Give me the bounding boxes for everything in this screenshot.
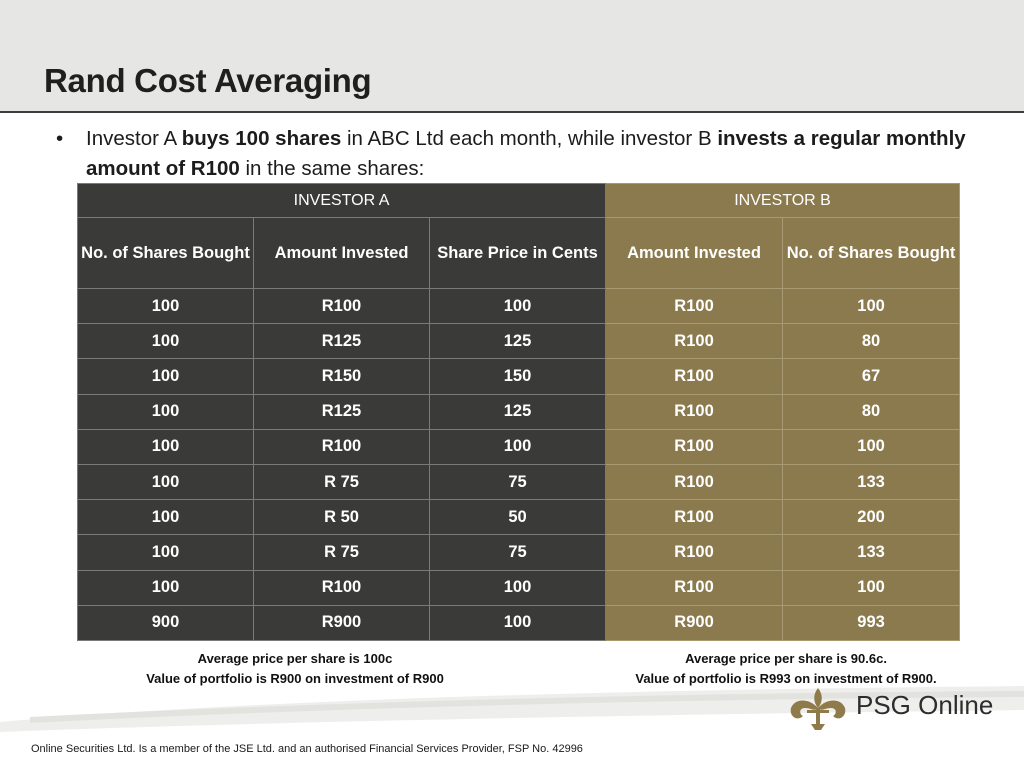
bullet-text-part: in ABC Ltd each month, while investor B bbox=[341, 127, 718, 150]
table-row: 100 R125 125 R100 80 bbox=[77, 393, 961, 430]
table-cell: 100 bbox=[428, 428, 607, 465]
psg-fleur-emblem-icon bbox=[790, 688, 846, 730]
investor-a-portfolio-value: Value of portfolio is R900 on investment… bbox=[146, 671, 444, 686]
table-row: 100 R150 150 R100 67 bbox=[77, 358, 961, 395]
table-cell: R125 bbox=[253, 323, 430, 360]
table-cell: 150 bbox=[428, 358, 607, 395]
table-cell: 100 bbox=[782, 569, 961, 606]
bullet-icon: • bbox=[56, 127, 64, 150]
table-cell: 125 bbox=[428, 393, 607, 430]
table-cell: R100 bbox=[253, 569, 430, 606]
table-cell: 993 bbox=[782, 604, 961, 641]
table-cell: 133 bbox=[782, 534, 961, 571]
psg-online-logo: PSG Online bbox=[785, 684, 1000, 732]
table-row: 100 R100 100 R100 100 bbox=[77, 428, 961, 465]
table-cell: 100 bbox=[77, 358, 254, 395]
investor-b-header: INVESTOR B bbox=[605, 183, 961, 218]
table-cell: 100 bbox=[77, 323, 254, 360]
table-cell: R100 bbox=[605, 463, 784, 501]
table-cell: R100 bbox=[605, 499, 784, 536]
table-cell: R 75 bbox=[253, 534, 430, 571]
investor-b-portfolio-value: Value of portfolio is R993 on investment… bbox=[635, 671, 937, 686]
investor-b-summary: Average price per share is 90.6c. Value … bbox=[590, 649, 982, 689]
table-cell: R 50 bbox=[253, 499, 430, 536]
column-header: Amount Invested bbox=[605, 217, 784, 289]
table-row: 100 R 75 75 R100 133 bbox=[77, 534, 961, 571]
column-header: Amount Invested bbox=[253, 217, 430, 289]
column-header: No. of Shares Bought bbox=[77, 217, 254, 289]
bullet-text-part: in the same shares: bbox=[239, 157, 425, 180]
table-cell: R100 bbox=[605, 358, 784, 395]
logo-text: PSG Online bbox=[856, 690, 994, 720]
table-cell: 80 bbox=[782, 323, 961, 360]
table-cell: R100 bbox=[605, 569, 784, 606]
table-cell: 125 bbox=[428, 323, 607, 360]
footer-disclaimer: Online Securities Ltd. Is a member of th… bbox=[31, 743, 583, 755]
table-row: 100 R 75 75 R100 133 bbox=[77, 463, 961, 501]
table-cell: R100 bbox=[605, 393, 784, 430]
table-cell: 100 bbox=[77, 499, 254, 536]
table-cell: R100 bbox=[253, 428, 430, 465]
table-cell: 100 bbox=[77, 428, 254, 465]
table-cell: R100 bbox=[253, 287, 430, 325]
investor-a-header: INVESTOR A bbox=[76, 183, 607, 218]
slide-title: Rand Cost Averaging bbox=[44, 62, 372, 99]
investor-b-avg-price: Average price per share is 90.6c. bbox=[685, 651, 887, 666]
table-cell: 100 bbox=[428, 604, 607, 641]
table-cell: R125 bbox=[253, 393, 430, 430]
table-cell: R100 bbox=[605, 428, 784, 465]
table-cell: 67 bbox=[782, 358, 961, 395]
investor-a-summary: Average price per share is 100c Value of… bbox=[90, 649, 500, 689]
table-row: 100 R125 125 R100 80 bbox=[77, 323, 961, 360]
table-cell: 133 bbox=[782, 463, 961, 501]
table-cell: 100 bbox=[77, 534, 254, 571]
table-cell: R100 bbox=[605, 323, 784, 360]
table-cell: R100 bbox=[605, 534, 784, 571]
table-cell: 100 bbox=[77, 287, 254, 325]
investor-a-avg-price: Average price per share is 100c bbox=[197, 651, 393, 666]
table-cell: 100 bbox=[428, 569, 607, 606]
table-cell: 100 bbox=[77, 463, 254, 501]
table-row: 100 R 50 50 R100 200 bbox=[77, 499, 961, 536]
table-cell: 100 bbox=[428, 287, 607, 325]
table-cell: 50 bbox=[428, 499, 607, 536]
table-row-total: 900 R900 100 R900 993 bbox=[77, 604, 961, 641]
table-cell: R900 bbox=[253, 604, 430, 641]
cost-averaging-table: INVESTOR A INVESTOR B No. of Shares Boug… bbox=[76, 183, 961, 641]
table-cell: 900 bbox=[77, 604, 254, 641]
bullet-bold-part: buys 100 shares bbox=[181, 127, 342, 150]
table-cell: 100 bbox=[782, 287, 961, 325]
column-header: Share Price in Cents bbox=[428, 217, 607, 289]
table-cell: 200 bbox=[782, 499, 961, 536]
header-divider bbox=[0, 111, 1024, 113]
table-cell: 75 bbox=[428, 534, 607, 571]
header-band bbox=[0, 0, 1024, 113]
table-cell: 100 bbox=[77, 569, 254, 606]
table-cell: 100 bbox=[782, 428, 961, 465]
table-row: 100 R100 100 R100 100 bbox=[77, 287, 961, 325]
table-cell: 75 bbox=[428, 463, 607, 501]
bullet-bold-part: invests a regular monthly amount of R100 bbox=[86, 127, 966, 180]
table-row: 100 R100 100 R100 100 bbox=[77, 569, 961, 606]
table-cell: R150 bbox=[253, 358, 430, 395]
table-cell: R900 bbox=[605, 604, 784, 641]
column-header: No. of Shares Bought bbox=[782, 217, 961, 289]
bullet-text: Investor A buys 100 shares in ABC Ltd ea… bbox=[86, 124, 986, 184]
table-cell: R 75 bbox=[253, 463, 430, 501]
table-cell: R100 bbox=[605, 287, 784, 325]
decorative-swoosh bbox=[0, 686, 1024, 732]
bullet-text-part: Investor A bbox=[86, 127, 182, 150]
table-cell: 80 bbox=[782, 393, 961, 430]
table-cell: 100 bbox=[77, 393, 254, 430]
